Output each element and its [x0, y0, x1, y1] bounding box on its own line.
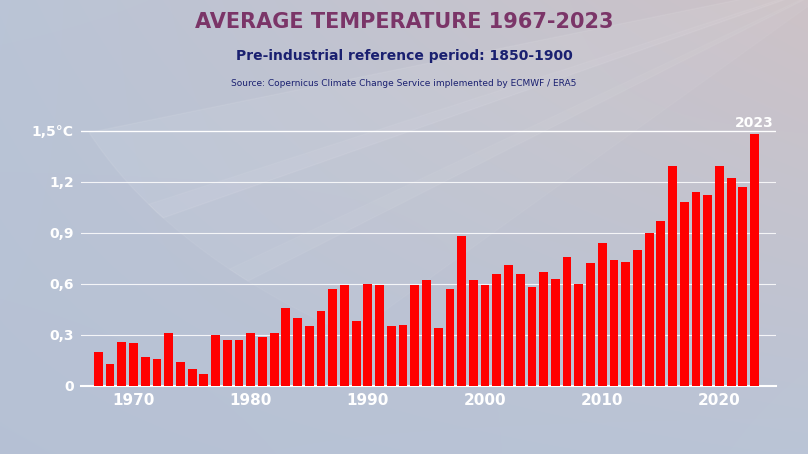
Bar — [398, 325, 407, 386]
Bar — [633, 250, 642, 386]
Bar — [481, 286, 490, 386]
Bar — [176, 362, 185, 386]
Bar — [574, 284, 583, 386]
Bar — [305, 326, 314, 386]
Wedge shape — [89, 0, 808, 218]
Bar — [293, 318, 302, 386]
Bar — [117, 341, 126, 386]
Bar — [281, 308, 290, 386]
Bar — [223, 340, 232, 386]
Bar — [703, 195, 712, 386]
Text: Source: Copernicus Climate Change Service implemented by ECMWF / ERA5: Source: Copernicus Climate Change Servic… — [231, 79, 577, 88]
Bar — [739, 187, 747, 386]
Bar — [551, 279, 560, 386]
Bar — [200, 374, 208, 386]
Bar — [656, 221, 665, 386]
Text: AVERAGE TEMPERATURE 1967-2023: AVERAGE TEMPERATURE 1967-2023 — [195, 12, 613, 32]
Text: Pre-industrial reference period: 1850-1900: Pre-industrial reference period: 1850-19… — [236, 49, 572, 63]
Bar — [645, 232, 654, 386]
Bar — [106, 364, 115, 386]
Bar — [621, 262, 630, 386]
Bar — [750, 134, 759, 386]
Bar — [375, 286, 384, 386]
Bar — [270, 333, 279, 386]
Bar — [457, 236, 466, 386]
Bar — [562, 257, 571, 386]
Bar — [94, 352, 103, 386]
Bar — [680, 202, 688, 386]
Bar — [609, 260, 618, 386]
Bar — [422, 281, 431, 386]
Bar — [692, 192, 701, 386]
Bar — [340, 286, 349, 386]
Bar — [528, 287, 537, 386]
Bar — [539, 272, 548, 386]
Bar — [598, 243, 607, 386]
Bar — [668, 166, 677, 386]
Bar — [141, 357, 149, 386]
Bar — [410, 286, 419, 386]
Bar — [469, 281, 478, 386]
Bar — [153, 359, 162, 386]
Bar — [187, 369, 196, 386]
Bar — [387, 326, 396, 386]
Bar — [434, 328, 443, 386]
Bar — [504, 265, 513, 386]
Bar — [492, 273, 501, 386]
Bar — [246, 333, 255, 386]
Bar — [586, 263, 595, 386]
Bar — [328, 289, 337, 386]
Bar — [445, 289, 454, 386]
Bar — [715, 166, 724, 386]
Bar — [234, 340, 243, 386]
Bar — [129, 343, 138, 386]
Bar — [726, 178, 735, 386]
Bar — [364, 284, 372, 386]
Bar — [351, 321, 360, 386]
Bar — [211, 335, 220, 386]
Bar — [516, 273, 524, 386]
Bar — [164, 333, 173, 386]
Bar — [258, 336, 267, 386]
Bar — [317, 311, 326, 386]
Wedge shape — [149, 0, 808, 281]
Text: 2023: 2023 — [735, 116, 774, 130]
